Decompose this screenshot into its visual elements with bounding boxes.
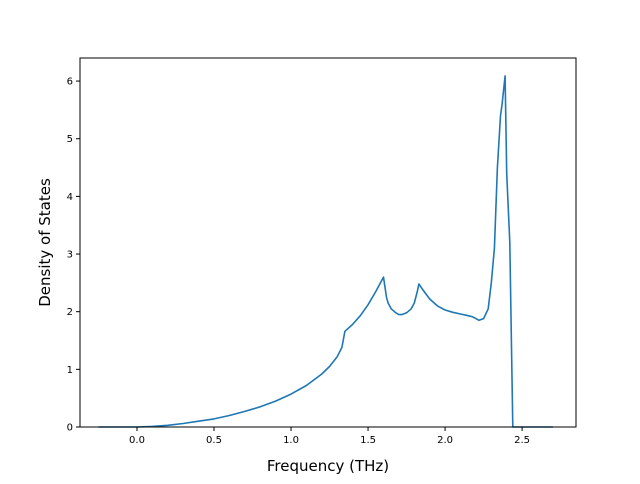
y-axis-ticks: 0 1 2 3 4 5 6 — [67, 77, 80, 434]
x-tick-label: 2.5 — [514, 435, 530, 446]
x-axis-ticks: 0.0 0.5 1.0 1.5 2.0 2.5 — [129, 427, 530, 446]
plot-area — [98, 75, 553, 428]
y-tick-label: 1 — [67, 365, 73, 376]
x-tick-label: 0.0 — [129, 435, 145, 446]
y-tick-label: 0 — [67, 423, 73, 434]
y-tick-label: 4 — [67, 192, 73, 203]
y-axis-label: Density of States — [36, 178, 54, 307]
x-axis-label: Frequency (THz) — [267, 457, 389, 475]
y-tick-label: 2 — [67, 307, 73, 318]
x-tick-label: 1.5 — [360, 435, 376, 446]
y-tick-label: 5 — [67, 134, 73, 145]
y-tick-label: 3 — [67, 250, 73, 261]
x-tick-label: 1.0 — [283, 435, 299, 446]
y-tick-label: 6 — [67, 77, 73, 88]
x-tick-label: 0.5 — [206, 435, 222, 446]
x-tick-label: 2.0 — [437, 435, 453, 446]
axes-frame — [79, 57, 577, 428]
series-line-0 — [98, 75, 553, 428]
